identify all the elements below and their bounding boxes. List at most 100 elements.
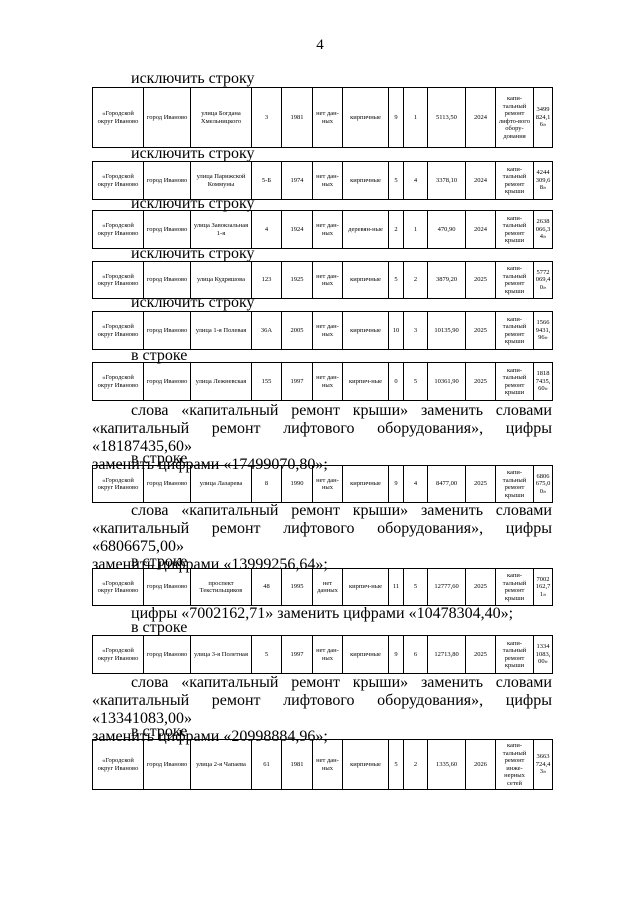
table-cell: 1997 <box>281 635 313 674</box>
table-cell: 1981 <box>281 87 313 148</box>
table-row: «Городской округ Иваново город Иваново ули… <box>92 87 553 148</box>
table-cell: 9 <box>388 635 404 674</box>
table-cell: капи-тальный ремонт крыши <box>495 161 534 200</box>
page-number: 4 <box>316 37 324 53</box>
instruction-label: в строке <box>131 723 188 740</box>
table-cell: 9 <box>388 465 404 503</box>
table-cell: 1925 <box>281 261 313 299</box>
amendment-line: слова «капитальный ремонт крыши» заменит… <box>131 502 552 519</box>
table-cell: 3 <box>251 87 282 148</box>
table-cell: 5-Б <box>251 161 282 200</box>
table-cell: кирпичные <box>342 465 389 503</box>
table-cell: город Иваново <box>143 261 191 299</box>
table-cell: город Иваново <box>143 311 191 350</box>
table-cell: капи-тальный ремонт крыши <box>495 635 534 674</box>
table-cell: нет дан-ных <box>312 739 343 790</box>
table-cell: 10361,90 <box>427 362 466 401</box>
table-row: «Городской округ Иваново город Иваново ули… <box>92 311 553 350</box>
table-cell: капи-тальный ремонт крыши <box>495 465 534 503</box>
instruction-label: в строке <box>131 347 188 364</box>
table-cell: город Иваново <box>143 739 191 790</box>
table-cell: «Городской округ Иваново <box>92 311 144 350</box>
table-cell: 2025 <box>465 311 496 350</box>
table-cell: 155 <box>251 362 282 401</box>
address-table: «Городской округ Иваново город Иваново ули… <box>92 362 553 401</box>
table-cell: город Иваново <box>143 635 191 674</box>
table-cell: 2 <box>403 739 428 790</box>
table-cell: 5 <box>403 362 428 401</box>
table-cell: 5772069,40» <box>533 261 553 299</box>
table-cell: улица Лежневская <box>190 362 252 401</box>
table-cell: проспект Текстильщиков <box>190 568 252 606</box>
address-table: «Городской округ Иваново город Иваново ули… <box>92 161 553 200</box>
table-cell: 9 <box>388 87 404 148</box>
amendment-line: «капитальный ремонт лифтового оборудован… <box>92 520 552 555</box>
table-cell: 1 <box>403 87 428 148</box>
address-table: «Городской округ Иваново город Иваново ули… <box>92 465 553 503</box>
table-cell: 3663724,43» <box>533 739 553 790</box>
table-cell: город Иваново <box>143 87 191 148</box>
table-cell: 1 <box>403 210 428 249</box>
table-cell: 6 <box>403 635 428 674</box>
table-cell: город Иваново <box>143 161 191 200</box>
table-row: «Городской округ Иваново город Иваново про… <box>92 568 553 606</box>
table-cell: кирпичные <box>342 161 389 200</box>
table-cell: 470,90 <box>427 210 466 249</box>
table-row: «Городской округ Иваново город Иваново ули… <box>92 261 553 299</box>
amendment-line: цифры «7002162,71» заменить цифрами «104… <box>131 605 514 622</box>
table-cell: 5113,50 <box>427 87 466 148</box>
address-table: «Городской округ Иваново город Иваново ули… <box>92 87 553 148</box>
table-row: «Городской округ Иваново город Иваново ули… <box>92 465 553 503</box>
table-cell: 10 <box>388 311 404 350</box>
table-cell: 15669431,96» <box>533 311 553 350</box>
instruction-label: исключить строку <box>131 195 255 212</box>
table-cell: капи-тальный ремонт крыши <box>495 311 534 350</box>
table-cell: капи-тальный ремонт инже-нерных сетей <box>495 739 534 790</box>
table-cell: 7002162,71» <box>533 568 553 606</box>
table-cell: 2024 <box>465 161 496 200</box>
table-cell: 3378,10 <box>427 161 466 200</box>
table-cell: 3 <box>403 311 428 350</box>
table-cell: кирпичные <box>342 87 389 148</box>
table-cell: 18187435,60» <box>533 362 553 401</box>
table-row: «Городской округ Иваново город Иваново ули… <box>92 161 553 200</box>
table-cell: кирпичные <box>342 739 389 790</box>
table-cell: 1974 <box>281 161 313 200</box>
amendment-line: «капитальный ремонт лифтового оборудован… <box>92 692 552 727</box>
table-cell: деревян-ные <box>342 210 389 249</box>
instruction-label: в строке <box>131 450 188 467</box>
table-cell: улица 1-я Полевая <box>190 311 252 350</box>
table-cell: нет дан-ных <box>312 161 343 200</box>
instruction-label: исключить строку <box>131 294 255 311</box>
table-cell: 2024 <box>465 87 496 148</box>
table-cell: улица 3-я Полетная <box>190 635 252 674</box>
table-cell: капи-тальный ремонт крыши <box>495 362 534 401</box>
table-cell: 2025 <box>465 568 496 606</box>
table-cell: «Городской округ Иваново <box>92 362 144 401</box>
table-cell: 2 <box>403 261 428 299</box>
table-row: «Городской округ Иваново город Иваново ули… <box>92 635 553 674</box>
table-cell: город Иваново <box>143 465 191 503</box>
instruction-label: исключить строку <box>131 145 255 162</box>
table-cell: 1981 <box>281 739 313 790</box>
table-cell: город Иваново <box>143 210 191 249</box>
table-cell: 12777,60 <box>427 568 466 606</box>
table-cell: 2025 <box>465 635 496 674</box>
table-cell: 1997 <box>281 362 313 401</box>
table-cell: «Городской округ Иваново <box>92 87 144 148</box>
amendment-line: слова «капитальный ремонт крыши» заменит… <box>131 402 552 419</box>
address-table: «Городской округ Иваново город Иваново ули… <box>92 635 553 674</box>
table-cell: 3879,20 <box>427 261 466 299</box>
table-cell: 4 <box>403 161 428 200</box>
table-cell: «Городской округ Иваново <box>92 465 144 503</box>
table-cell: 2 <box>388 210 404 249</box>
table-cell: город Иваново <box>143 568 191 606</box>
table-cell: «Городской округ Иваново <box>92 568 144 606</box>
table-cell: 2638066,34» <box>533 210 553 249</box>
table-cell: кирпичные <box>342 261 389 299</box>
table-cell: нет дан-ных <box>312 465 343 503</box>
table-cell: нет данных <box>312 568 343 606</box>
table-row: «Городской округ Иваново город Иваново ули… <box>92 210 553 249</box>
table-cell: 5 <box>388 739 404 790</box>
table-row: «Городской округ Иваново город Иваново ули… <box>92 739 553 790</box>
